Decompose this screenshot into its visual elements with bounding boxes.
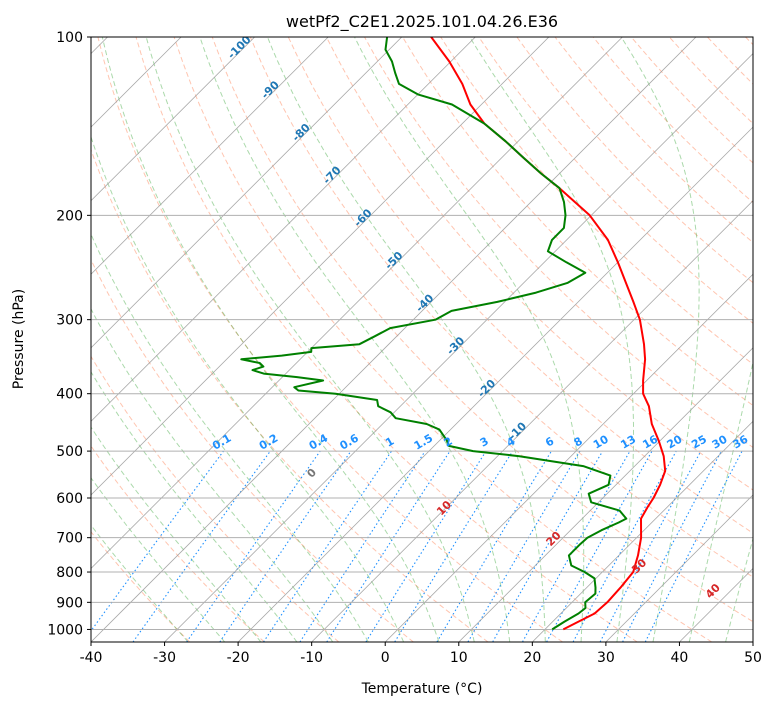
mixing-ratio-line xyxy=(186,450,321,642)
x-tick-label: -10 xyxy=(300,650,323,666)
moist-adiabat-line xyxy=(91,135,405,642)
axes: -40 -30 -20 -10 0 10 20 30 40 50 1000 900 800 700 600 5… xyxy=(47,30,762,666)
isotherm-line xyxy=(91,37,550,496)
x-tick-label: 20 xyxy=(523,650,541,666)
dewpoint-line xyxy=(240,37,628,631)
moist-adiabat-line xyxy=(688,360,753,642)
isotherm-line xyxy=(91,37,623,570)
y-tick-label: 500 xyxy=(56,444,83,460)
dry-adiabat-line xyxy=(249,37,753,578)
isotherm-line xyxy=(605,494,753,642)
dry-adiabat-line xyxy=(516,37,753,284)
dry-adiabat-line xyxy=(211,37,753,623)
mixing-ratio-line xyxy=(91,450,224,632)
moist-adiabat-line xyxy=(620,37,700,642)
y-tick-label: 200 xyxy=(56,208,83,224)
x-tick-label: 40 xyxy=(671,650,689,666)
y-tick-label: 100 xyxy=(56,30,83,46)
dry-adiabat-line xyxy=(91,355,340,642)
moist-adiabat-line xyxy=(91,426,262,642)
plot-frame xyxy=(90,36,754,643)
x-tick-label: 30 xyxy=(597,650,615,666)
mixing-ratio-line xyxy=(572,450,677,642)
isotherm-line xyxy=(91,37,403,349)
moist-adiabat-line xyxy=(91,232,369,642)
mixing-ratio-line xyxy=(219,450,352,642)
y-tick-label: 600 xyxy=(56,491,83,507)
mixing-ratio-line xyxy=(644,450,743,642)
dry-adiabat-line xyxy=(91,148,489,642)
y-tick-label: 900 xyxy=(56,595,83,611)
x-axis-title: Temperature (°C) xyxy=(361,681,483,697)
isotherm-line xyxy=(91,37,476,422)
moist-adiabat-line xyxy=(725,536,753,642)
dry-adiabats xyxy=(91,37,753,642)
isotherm-line xyxy=(164,52,753,642)
x-tick-label: 50 xyxy=(744,650,762,666)
moist-adiabat-line xyxy=(267,37,546,642)
isotherm-line xyxy=(532,420,753,642)
isotherm-line xyxy=(384,273,753,642)
dry-adiabat-line xyxy=(478,37,753,324)
y-tick-label: 800 xyxy=(56,565,83,581)
x-tick-label: -20 xyxy=(227,650,250,666)
mixing-ratio-line xyxy=(132,450,271,642)
mixing-ratio-line xyxy=(299,450,426,642)
mixing-ratio-line xyxy=(394,450,514,642)
x-tick-label: -40 xyxy=(80,650,103,666)
mixing-ratio-line xyxy=(546,450,653,642)
y-axis-title: Pressure (hPa) xyxy=(11,289,27,389)
y-tick-label: 400 xyxy=(56,387,83,403)
moist-adiabat-line xyxy=(91,308,334,642)
dry-adiabat-line xyxy=(325,37,753,491)
moist-adiabat-line xyxy=(145,37,475,642)
moist-adiabat-line xyxy=(199,37,511,642)
dry-adiabat-line xyxy=(173,37,713,642)
x-tick-label: 10 xyxy=(450,650,468,666)
dry-adiabat-line xyxy=(97,37,563,642)
isotherm-line xyxy=(311,200,753,642)
mixing-ratio-line xyxy=(263,450,392,642)
y-tick-label: 700 xyxy=(56,531,83,547)
isotherm-line xyxy=(91,37,329,275)
dry-adiabat-line xyxy=(402,37,753,407)
dry-adiabat-line xyxy=(135,37,638,642)
mixing-ratio-lines xyxy=(91,450,743,642)
isotherm-line xyxy=(458,347,753,642)
moist-adiabat-line xyxy=(354,37,585,642)
isotherm-line xyxy=(237,126,753,642)
x-tick-label: 0 xyxy=(381,650,390,666)
x-tick-label: -30 xyxy=(153,650,176,666)
y-tick-label: 300 xyxy=(56,313,83,329)
chart-title: wetPf2_C2E1.2025.101.04.26.E36 xyxy=(286,12,558,32)
y-tick-label: 1000 xyxy=(47,622,83,638)
mixing-ratio-line xyxy=(522,450,631,642)
plot-area xyxy=(91,37,753,642)
isotherm-line xyxy=(91,37,255,202)
isotherms xyxy=(91,37,753,642)
dry-adiabat-line xyxy=(91,531,191,642)
moist-adiabat-line xyxy=(101,37,440,642)
isotherm-line xyxy=(91,37,697,642)
moist-adiabat-line xyxy=(91,476,226,642)
mixing-ratio-line xyxy=(326,450,451,642)
dry-adiabat-line xyxy=(91,445,265,642)
